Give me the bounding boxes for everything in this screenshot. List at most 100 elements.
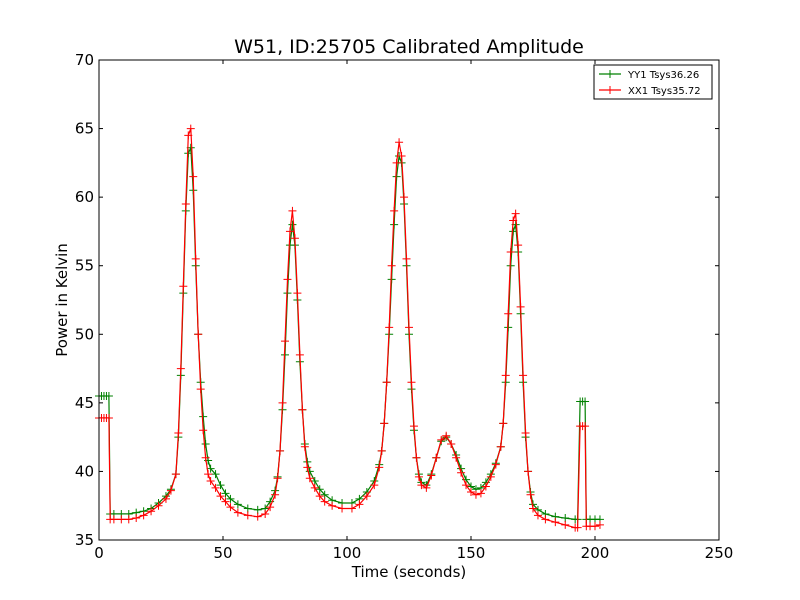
data-point xyxy=(310,483,319,492)
data-point xyxy=(171,470,180,479)
data-point xyxy=(519,371,528,380)
axis-ticks: 0 50 100 150 200 250 35 40 45 50 55 60 65 70 xyxy=(75,51,733,562)
data-point xyxy=(117,515,126,524)
data-point xyxy=(471,490,480,499)
data-point xyxy=(186,124,195,133)
data-point xyxy=(233,508,242,517)
data-point xyxy=(295,350,304,359)
data-point xyxy=(409,422,418,431)
data-point xyxy=(305,474,314,483)
legend-label: XX1 Tsys35.72 xyxy=(628,86,701,97)
data-point xyxy=(390,206,399,215)
data-point xyxy=(104,413,113,422)
data-point xyxy=(573,523,582,532)
data-point xyxy=(174,429,183,438)
data-point xyxy=(551,518,560,527)
data-point xyxy=(504,309,513,318)
data-point xyxy=(176,364,185,373)
data-point xyxy=(499,419,508,428)
data-point xyxy=(211,470,220,479)
data-point xyxy=(124,515,133,524)
x-tick-label: 150 xyxy=(457,544,486,562)
legend-item: XX1 Tsys35.72 xyxy=(599,86,701,97)
data-point xyxy=(377,446,386,455)
data-point xyxy=(184,131,193,140)
data-point xyxy=(407,378,416,387)
data-point xyxy=(452,453,461,462)
data-point xyxy=(226,494,235,503)
data-point xyxy=(328,501,337,510)
data-point xyxy=(529,504,537,513)
data-point xyxy=(382,378,391,387)
legend-box xyxy=(593,64,713,100)
data-point xyxy=(591,522,599,531)
data-point xyxy=(293,289,302,298)
data-point xyxy=(355,500,364,509)
data-point xyxy=(491,460,500,469)
data-point xyxy=(481,482,490,491)
data-point xyxy=(516,302,525,311)
data-point xyxy=(315,485,324,494)
x-tick-label: 250 xyxy=(705,544,734,562)
data-point xyxy=(397,152,406,160)
data-point xyxy=(457,468,466,477)
data-point xyxy=(276,446,285,455)
data-point xyxy=(243,504,252,513)
data-point xyxy=(288,206,297,215)
data-point xyxy=(405,323,413,332)
data-point xyxy=(243,511,252,520)
data-point xyxy=(201,453,210,462)
y-tick-label: 40 xyxy=(75,462,94,480)
data-point xyxy=(595,520,604,529)
data-point xyxy=(132,514,141,523)
data-point xyxy=(501,371,510,380)
data-point xyxy=(320,490,329,499)
y-tick-label: 50 xyxy=(75,325,94,343)
data-point xyxy=(526,490,535,499)
data-point xyxy=(380,419,389,428)
data-point xyxy=(226,503,235,512)
data-point xyxy=(387,261,396,270)
data-point xyxy=(462,481,471,490)
x-axis-label: Time (seconds) xyxy=(351,563,467,581)
data-point xyxy=(310,477,319,486)
chart-title: W51, ID:25705 Calibrated Amplitude xyxy=(234,36,584,58)
data-point xyxy=(298,405,307,414)
data-point xyxy=(509,216,518,225)
y-tick-label: 55 xyxy=(75,257,94,275)
data-point xyxy=(412,453,421,462)
data-point xyxy=(194,330,203,339)
legend-marker xyxy=(606,86,614,94)
data-point xyxy=(524,467,533,476)
data-point xyxy=(221,497,230,506)
data-point xyxy=(196,385,205,394)
data-point xyxy=(414,472,423,481)
data-point xyxy=(216,481,225,490)
data-point xyxy=(509,227,518,236)
data-point xyxy=(204,470,213,479)
data-point xyxy=(253,512,262,521)
data-point xyxy=(283,275,292,284)
axes-frame xyxy=(98,59,720,541)
data-point xyxy=(300,442,309,451)
y-axis-label: Power in Kelvin xyxy=(53,243,71,357)
data-point xyxy=(417,481,426,490)
data-point xyxy=(181,200,190,208)
data-point xyxy=(191,254,200,263)
y-tick-label: 70 xyxy=(75,51,94,69)
data-point xyxy=(427,471,436,480)
data-point xyxy=(347,504,356,513)
data-point xyxy=(506,248,515,256)
data-point xyxy=(432,453,441,462)
data-point xyxy=(476,489,485,498)
data-point xyxy=(533,511,542,520)
data-point xyxy=(447,440,456,448)
data-point xyxy=(392,158,401,167)
data-point xyxy=(281,337,289,346)
data-point xyxy=(216,492,225,501)
data-point xyxy=(442,431,451,440)
data-point xyxy=(511,209,520,218)
data-point xyxy=(395,138,404,147)
data-point xyxy=(290,234,299,243)
